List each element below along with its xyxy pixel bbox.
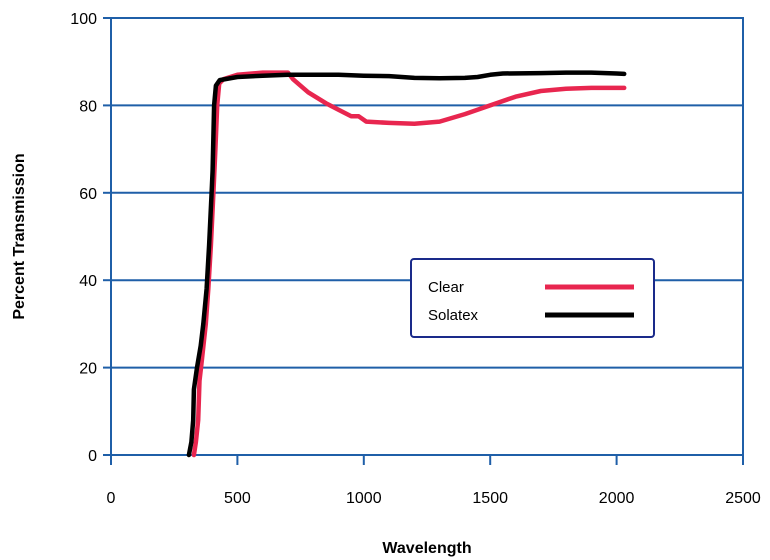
y-tick-label-0: 0 [88, 448, 97, 465]
x-tick-label-0: 0 [107, 490, 116, 507]
series-lines [186, 70, 627, 458]
y-tick-label-60: 60 [79, 186, 97, 203]
series-line-solatex [186, 70, 627, 458]
y-axis-title: Percent Transmission [11, 153, 28, 319]
y-tick-label-100: 100 [70, 11, 97, 28]
x-tick-label-2500: 2500 [725, 490, 761, 507]
legend-box [410, 258, 655, 338]
x-tick-label-1000: 1000 [346, 490, 382, 507]
y-tick-label-40: 40 [79, 273, 97, 290]
x-tick-label-2000: 2000 [599, 490, 635, 507]
y-tick-label-80: 80 [79, 98, 97, 115]
y-tick-label-20: 20 [79, 361, 97, 378]
x-axis-ticks: 0 500 1000 1500 2000 2500 [107, 455, 761, 507]
plot-area [110, 17, 744, 456]
x-axis-title: Wavelength [382, 540, 471, 557]
legend-label-clear: Clear [428, 279, 464, 296]
y-axis-ticks: 0 20 40 60 80 100 [70, 11, 111, 465]
legend: Clear Solatex [410, 258, 655, 338]
x-tick-label-1500: 1500 [472, 490, 508, 507]
x-tick-label-500: 500 [224, 490, 251, 507]
legend-label-solatex: Solatex [428, 307, 479, 324]
